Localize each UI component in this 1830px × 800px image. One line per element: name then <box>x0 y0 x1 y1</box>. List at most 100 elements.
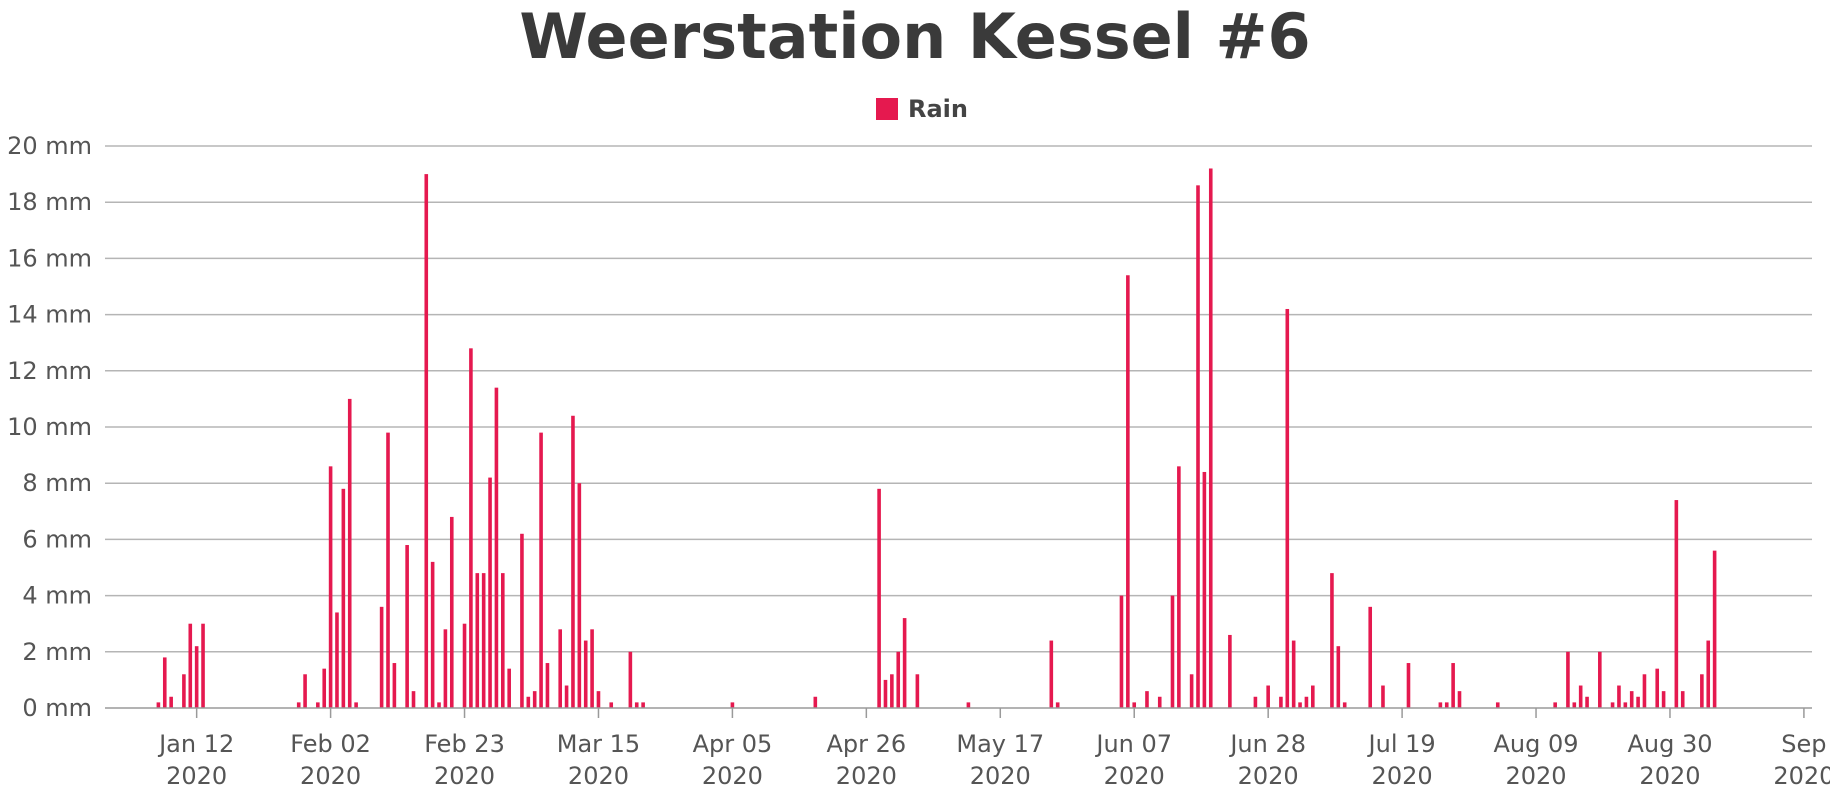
x-tick-year-2020-09-20: 2020 <box>1773 762 1830 790</box>
rain-bar-2020-08-26 <box>1642 674 1647 708</box>
rain-bar-2020-08-29 <box>1661 691 1666 708</box>
x-tick-label-2020-06-28: Jun 28 <box>1228 730 1306 758</box>
rain-bar-2020-02-24 <box>469 348 473 708</box>
rain-bar-2020-03-22 <box>641 702 645 708</box>
x-tick-year-2020-04-05: 2020 <box>702 762 763 790</box>
rain-bar-2020-09-04 <box>1700 674 1704 708</box>
rain-bar-2020-02-28 <box>494 387 499 708</box>
y-tick-label-16: 16 mm <box>7 244 92 272</box>
rain-bar-2020-07-14 <box>1368 606 1373 708</box>
x-tick-label-2020-08-09: Aug 09 <box>1494 730 1579 758</box>
rain-bar-2020-08-21 <box>1610 702 1615 708</box>
rain-bar-2020-06-11 <box>1157 696 1162 708</box>
rain-bar-2020-06-18 <box>1202 471 1207 708</box>
rain-bar-2020-06-22 <box>1228 634 1232 708</box>
x-tick-label-2020-03-15: Mar 15 <box>557 730 640 758</box>
rain-bar-2020-07-27 <box>1451 663 1455 708</box>
rain-bar-2020-07-28 <box>1457 691 1462 708</box>
x-tick-year-2020-06-07: 2020 <box>1104 762 1165 790</box>
rain-bar-2020-02-17 <box>424 174 429 709</box>
y-tick-label-20: 20 mm <box>7 132 92 160</box>
x-tick-year-2020-03-15: 2020 <box>568 762 629 790</box>
rain-bar-2020-06-26 <box>1253 696 1258 708</box>
x-tick-label-2020-08-30: Aug 30 <box>1627 730 1712 758</box>
rain-bar-2020-05-12 <box>966 702 971 708</box>
rain-bar-2020-06-06 <box>1126 275 1130 708</box>
rain-bar-2020-01-12 <box>194 646 199 708</box>
legend-label-rain: Rain <box>908 95 968 123</box>
legend-swatch-rain <box>876 98 898 120</box>
rain-bar-2020-01-13 <box>201 623 205 708</box>
rain-bar-2020-02-05 <box>347 398 352 708</box>
y-tick-label-0: 0 mm <box>22 694 92 722</box>
rain-bar-2020-07-01 <box>1285 308 1290 708</box>
x-tick-label-2020-02-23: Feb 23 <box>424 730 505 758</box>
y-tick-label-18: 18 mm <box>7 188 92 216</box>
rain-bar-2020-01-29 <box>303 674 307 708</box>
rain-bar-2020-03-06 <box>539 432 543 708</box>
rain-bar-2020-08-19 <box>1598 651 1602 708</box>
rain-bar-2020-08-24 <box>1629 691 1634 708</box>
rain-bar-2020-02-23 <box>462 623 467 708</box>
rain-bar-2020-02-12 <box>392 663 397 708</box>
rain-bar-2020-05-01 <box>896 651 901 708</box>
rain-bar-2020-08-03 <box>1495 702 1500 708</box>
rain-bar-2020-02-19 <box>437 702 441 708</box>
rain-bar-2020-04-05 <box>730 702 735 708</box>
rain-bar-2020-03-09 <box>558 629 562 708</box>
rain-bar-2020-03-21 <box>634 702 639 708</box>
y-tick-label-6: 6 mm <box>22 525 92 553</box>
rain-bar-2020-01-10 <box>182 674 186 708</box>
rain-bar-2020-02-27 <box>488 477 492 708</box>
rain-bar-2020-01-06 <box>156 702 161 708</box>
y-axis-labels: 0 mm 2 mm 4 mm 6 mm 8 mm 10 mm 12 mm 14 mm 16 mm… <box>7 132 92 722</box>
rain-bar-2020-03-07 <box>545 663 550 708</box>
rain-bar-2020-02-26 <box>481 573 486 708</box>
rain-bar-2020-06-07 <box>1132 702 1137 708</box>
rain-bar-2020-03-15 <box>596 691 601 708</box>
x-tick-label-2020-05-17: May 17 <box>956 730 1044 758</box>
rain-bar-2020-06-14 <box>1177 466 1181 708</box>
y-tick-label-8: 8 mm <box>22 469 92 497</box>
x-tick-year-2020-04-26: 2020 <box>836 762 897 790</box>
rain-bar-2020-02-01 <box>322 668 327 708</box>
rain-bar-2020-01-31 <box>316 702 320 708</box>
x-tick-label-2020-01-12: Jan 12 <box>157 730 234 758</box>
rain-bar-2020-07-09 <box>1336 646 1341 708</box>
rain-bar-2020-07-16 <box>1381 685 1385 708</box>
rain-bar-2020-02-18 <box>430 561 435 708</box>
rain-bar-2020-02-15 <box>411 691 416 708</box>
rain-bar-2020-06-17 <box>1196 185 1200 709</box>
rain-bar-2020-06-09 <box>1145 691 1149 708</box>
rain-bar-2020-07-26 <box>1444 702 1449 708</box>
rain-bar-2020-04-28 <box>877 488 881 708</box>
y-tick-label-14: 14 mm <box>7 301 92 329</box>
rain-bar-2020-03-05 <box>532 691 537 708</box>
rain-bar-2020-07-08 <box>1330 573 1334 708</box>
rain-bar-2020-07-25 <box>1438 702 1443 708</box>
rain-bar-2020-03-03 <box>520 533 524 708</box>
rain-bar-2020-02-25 <box>475 573 480 708</box>
x-tick-year-2020-02-23: 2020 <box>434 762 495 790</box>
rain-bar-2020-05-26 <box>1055 702 1060 708</box>
x-tick-label-2020-04-05: Apr 05 <box>693 730 773 758</box>
legend[interactable]: Rain <box>876 95 968 123</box>
rain-bar-2020-03-14 <box>590 629 594 708</box>
rain-bar-2020-02-04 <box>341 488 346 708</box>
rain-bar-2020-06-19 <box>1208 168 1213 709</box>
rain-bar-2020-08-14 <box>1566 651 1570 708</box>
rain-bar-2020-03-11 <box>571 415 575 708</box>
rain-bar-2020-04-30 <box>890 674 894 708</box>
rain-bar-2020-03-01 <box>507 668 511 708</box>
rain-bar-2020-08-25 <box>1636 696 1640 708</box>
rain-bar-2020-07-20 <box>1406 663 1411 708</box>
x-tick-year-2020-05-17: 2020 <box>970 762 1031 790</box>
rain-bar-2020-06-16 <box>1189 674 1194 708</box>
x-tick-year-2020-08-09: 2020 <box>1505 762 1566 790</box>
rain-bar-2020-01-28 <box>296 702 301 708</box>
x-tick-year-2020-02-02: 2020 <box>300 762 361 790</box>
chart-title: Weerstation Kessel #6 <box>519 0 1310 73</box>
rain-bar-2020-02-02 <box>328 466 333 708</box>
x-tick-label-2020-06-07: Jun 07 <box>1094 730 1172 758</box>
rain-bar-2020-01-07 <box>162 657 167 708</box>
